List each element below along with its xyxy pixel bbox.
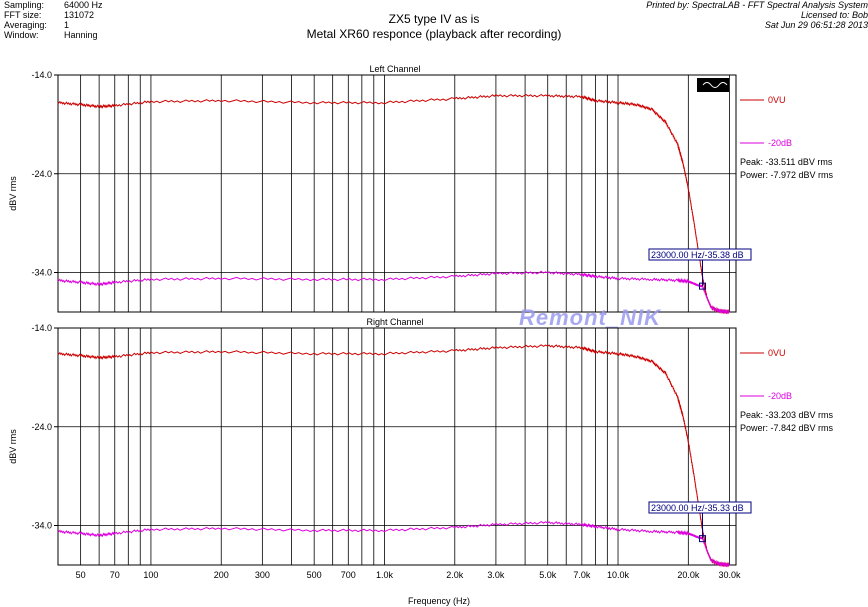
series-line-0vu bbox=[57, 93, 730, 315]
plot-panel-left: -14.0 -24.0 -34.0 Left Channel dBV rms 0VU -20… bbox=[8, 64, 834, 315]
marker-point bbox=[699, 282, 707, 290]
info-key: Averaging: bbox=[4, 20, 47, 30]
marker-readout-box bbox=[648, 501, 752, 514]
series-line-minus20db bbox=[57, 270, 730, 315]
info-key: FFT size: bbox=[4, 10, 42, 20]
info-value: 131072 bbox=[64, 10, 95, 20]
marker-readout: 23000.00 Hz/-35.38 dB bbox=[651, 250, 744, 260]
info-value: 1 bbox=[64, 20, 70, 30]
marker-readout-box bbox=[648, 248, 752, 261]
legend-label: -20dB bbox=[768, 138, 792, 148]
x-tick-label: 50 bbox=[76, 570, 86, 580]
y-tick-label: -14.0 bbox=[31, 323, 52, 333]
acquisition-info: Sampling: 64000 Hz FFT size: 131072 Averag… bbox=[4, 0, 103, 40]
x-tick-label: 30.0k bbox=[718, 570, 741, 580]
toolbar-icon bbox=[697, 78, 729, 92]
stat-peak: Peak: -33.511 dBV rms bbox=[740, 157, 833, 167]
info-row-window: Window: Hanning bbox=[4, 30, 103, 40]
x-tick-label: 10.0k bbox=[607, 570, 630, 580]
info-key: Window: bbox=[4, 30, 39, 40]
stat-power: Power: -7.972 dBV rms bbox=[740, 170, 834, 180]
watermark: Remont_NIK bbox=[519, 305, 662, 330]
x-tick-label: 70 bbox=[110, 570, 120, 580]
legend-label: 0VU bbox=[768, 348, 786, 358]
x-tick-label: 200 bbox=[214, 570, 229, 580]
info-value: Hanning bbox=[64, 30, 98, 40]
x-tick-label: 700 bbox=[341, 570, 356, 580]
x-tick-label: 20.0k bbox=[677, 570, 700, 580]
plot-frame bbox=[57, 74, 737, 313]
y-tick-label: -14.0 bbox=[31, 70, 52, 80]
y-axis-label: dBV rms bbox=[8, 429, 18, 464]
info-row-fft-size: FFT size: 131072 bbox=[4, 10, 103, 20]
info-value: 64000 Hz bbox=[64, 0, 103, 10]
x-tick-label: 3.0k bbox=[487, 570, 505, 580]
x-tick-label: 5.0k bbox=[539, 570, 557, 580]
marker-point bbox=[699, 535, 707, 543]
y-tick-label: -24.0 bbox=[31, 422, 52, 432]
print-info: Printed by: SpectraLAB - FFT Spectral An… bbox=[646, 0, 868, 30]
x-axis-label: Frequency (Hz) bbox=[408, 596, 470, 606]
panel-title: Left Channel bbox=[369, 64, 420, 74]
info-row-sampling: Sampling: 64000 Hz bbox=[4, 0, 103, 10]
printed-by: Printed by: SpectraLAB - FFT Spectral An… bbox=[646, 0, 868, 10]
info-key: Sampling: bbox=[4, 0, 45, 10]
info-row-averaging: Averaging: 1 bbox=[4, 20, 103, 30]
panel-title: Right Channel bbox=[366, 317, 423, 327]
x-tick-label: 2.0k bbox=[446, 570, 464, 580]
x-tick-label: 100 bbox=[143, 570, 158, 580]
marker-readout: 23000.00 Hz/-35.33 dB bbox=[651, 503, 744, 513]
x-tick-label: 1.0k bbox=[376, 570, 394, 580]
series-line-0vu bbox=[57, 344, 730, 568]
legend-label: -20dB bbox=[768, 391, 792, 401]
y-axis-label: dBV rms bbox=[8, 176, 18, 211]
stat-peak: Peak: -33.203 dBV rms bbox=[740, 410, 834, 420]
series-line-minus20db bbox=[57, 521, 730, 568]
licensed-to: Licensed to: Bob bbox=[800, 10, 868, 20]
chart-title-line1: ZX5 type IV as is bbox=[388, 12, 480, 26]
x-tick-label: 7.0k bbox=[573, 570, 591, 580]
chart-title-line2: Metal XR60 responce (playback after reco… bbox=[306, 27, 562, 41]
x-tick-label: 300 bbox=[255, 570, 270, 580]
stat-power: Power: -7.842 dBV rms bbox=[740, 423, 834, 433]
y-tick-label: -34.0 bbox=[31, 268, 52, 278]
wave-icon bbox=[702, 82, 728, 88]
y-tick-label: -34.0 bbox=[31, 521, 52, 531]
y-tick-label: -24.0 bbox=[31, 169, 52, 179]
plot-panel-right: -14.0 -24.0 -34.0 Right Channel dBV rms 0VU -2… bbox=[8, 317, 834, 568]
x-tick-label: 500 bbox=[307, 570, 322, 580]
legend-label: 0VU bbox=[768, 95, 786, 105]
print-date: Sat Jun 29 06:51:28 2013 bbox=[764, 20, 868, 30]
